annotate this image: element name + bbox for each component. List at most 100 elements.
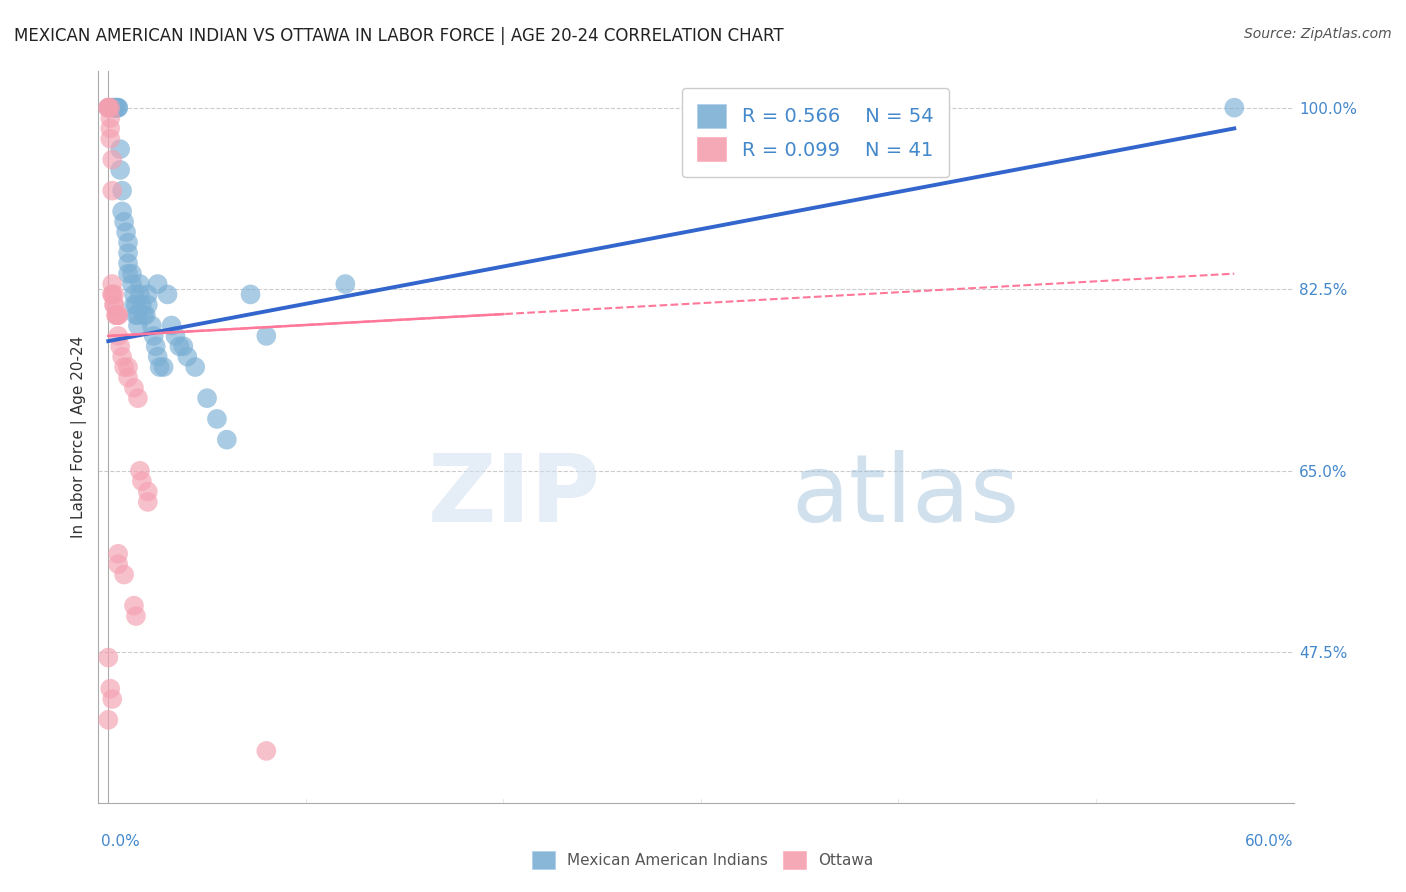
Point	[122, 298, 145, 312]
Text: 60.0%: 60.0%	[1246, 834, 1294, 849]
Point	[101, 287, 124, 301]
Y-axis label: In Labor Force | Age 20-24: In Labor Force | Age 20-24	[72, 336, 87, 538]
Point	[335, 277, 357, 291]
Point	[146, 350, 169, 364]
Point	[103, 298, 125, 312]
Point	[117, 235, 139, 250]
Point	[107, 101, 129, 115]
Point	[127, 318, 149, 333]
Text: ZIP: ZIP	[427, 450, 600, 541]
Point	[125, 308, 148, 322]
Text: MEXICAN AMERICAN INDIAN VS OTTAWA IN LABOR FORCE | AGE 20-24 CORRELATION CHART: MEXICAN AMERICAN INDIAN VS OTTAWA IN LAB…	[14, 27, 783, 45]
Point	[105, 308, 128, 322]
Point	[135, 308, 157, 322]
Point	[117, 256, 139, 270]
Point	[103, 298, 125, 312]
Point	[103, 287, 125, 301]
Point	[129, 277, 152, 291]
Point	[107, 329, 129, 343]
Point	[145, 339, 167, 353]
Point	[112, 359, 135, 374]
Point	[122, 599, 145, 613]
Point	[127, 308, 149, 322]
Point	[108, 162, 131, 177]
Point	[108, 339, 131, 353]
Point	[117, 370, 139, 384]
Point	[97, 101, 120, 115]
Point	[239, 287, 262, 301]
Point	[122, 381, 145, 395]
Point	[101, 184, 124, 198]
Point	[103, 101, 125, 115]
Point	[98, 132, 121, 146]
Point	[129, 464, 152, 478]
Legend: Mexican American Indians, Ottawa: Mexican American Indians, Ottawa	[526, 845, 880, 875]
Point	[121, 267, 143, 281]
Point	[136, 495, 159, 509]
Point	[1223, 101, 1246, 115]
Point	[131, 298, 153, 312]
Point	[136, 484, 159, 499]
Point	[195, 391, 218, 405]
Point	[111, 184, 134, 198]
Point	[107, 547, 129, 561]
Point	[107, 101, 129, 115]
Point	[98, 121, 121, 136]
Point	[105, 101, 128, 115]
Point	[172, 339, 194, 353]
Point	[105, 101, 128, 115]
Point	[98, 101, 121, 115]
Point	[117, 267, 139, 281]
Point	[107, 308, 129, 322]
Point	[97, 713, 120, 727]
Point	[98, 111, 121, 125]
Point	[101, 101, 124, 115]
Legend: R = 0.566    N = 54, R = 0.099    N = 41: R = 0.566 N = 54, R = 0.099 N = 41	[682, 88, 949, 177]
Point	[131, 474, 153, 488]
Point	[107, 557, 129, 571]
Point	[205, 412, 228, 426]
Point	[156, 287, 179, 301]
Point	[108, 142, 131, 156]
Point	[115, 225, 138, 239]
Point	[117, 246, 139, 260]
Point	[112, 567, 135, 582]
Point	[125, 609, 148, 624]
Point	[97, 650, 120, 665]
Point	[97, 101, 120, 115]
Text: atlas: atlas	[792, 450, 1019, 541]
Point	[127, 391, 149, 405]
Point	[254, 744, 277, 758]
Point	[117, 359, 139, 374]
Point	[165, 329, 187, 343]
Point	[176, 350, 198, 364]
Point	[101, 287, 124, 301]
Point	[149, 359, 172, 374]
Point	[152, 359, 174, 374]
Point	[169, 339, 191, 353]
Point	[103, 101, 125, 115]
Point	[107, 308, 129, 322]
Point	[254, 329, 277, 343]
Point	[142, 329, 165, 343]
Point	[97, 101, 120, 115]
Point	[101, 153, 124, 167]
Point	[132, 308, 155, 322]
Point	[141, 318, 163, 333]
Point	[125, 298, 148, 312]
Point	[105, 308, 128, 322]
Point	[112, 215, 135, 229]
Point	[101, 692, 124, 706]
Point	[136, 298, 159, 312]
Text: 0.0%: 0.0%	[101, 834, 141, 849]
Point	[98, 681, 121, 696]
Point	[215, 433, 238, 447]
Point	[101, 277, 124, 291]
Point	[97, 101, 120, 115]
Point	[184, 359, 207, 374]
Point	[111, 350, 134, 364]
Point	[136, 287, 159, 301]
Point	[160, 318, 183, 333]
Point	[111, 204, 134, 219]
Point	[122, 287, 145, 301]
